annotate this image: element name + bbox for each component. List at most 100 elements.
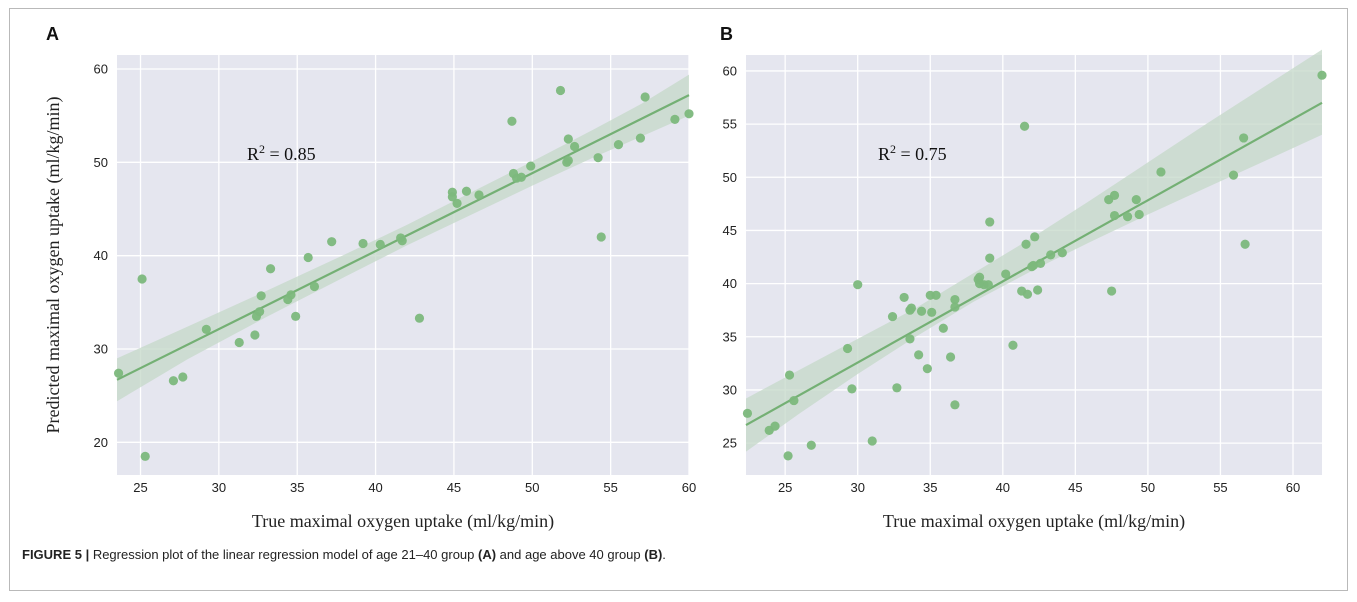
figure-caption-text-2: and age above 40 group <box>496 547 644 562</box>
data-point <box>597 232 606 241</box>
data-point <box>564 156 573 165</box>
data-point <box>1156 167 1165 176</box>
data-point <box>474 190 483 199</box>
y-tick-label: 55 <box>723 117 737 132</box>
x-tick-label: 60 <box>682 480 696 495</box>
data-point <box>257 291 266 300</box>
data-point <box>570 142 579 151</box>
y-tick-label: 40 <box>94 248 108 263</box>
data-point <box>1132 195 1141 204</box>
data-point <box>950 400 959 409</box>
data-point <box>789 396 798 405</box>
x-tick-label: 45 <box>1068 480 1082 495</box>
data-point <box>641 92 650 101</box>
data-point <box>358 239 367 248</box>
y-tick-label: 50 <box>723 170 737 185</box>
panel-a-r-squared-annotation: R2 = 0.85 <box>247 142 316 164</box>
data-point <box>1021 240 1030 249</box>
data-point <box>1317 71 1326 80</box>
data-point <box>169 376 178 385</box>
data-point <box>847 384 856 393</box>
data-point <box>1046 250 1055 259</box>
data-point <box>202 325 211 334</box>
y-tick-label: 60 <box>723 63 737 78</box>
x-tick-label: 25 <box>133 480 147 495</box>
data-point <box>1110 211 1119 220</box>
figure-caption-panel-a-ref: (A) <box>478 547 496 562</box>
figure-caption-text-1: Regression plot of the linear regression… <box>89 547 478 562</box>
data-point <box>853 280 862 289</box>
panel-a-plot-area <box>117 55 689 475</box>
y-tick-label: 30 <box>723 382 737 397</box>
data-point <box>1001 269 1010 278</box>
data-point <box>670 115 679 124</box>
figure-caption-panel-b-ref: (B) <box>644 547 662 562</box>
data-point <box>905 334 914 343</box>
panel-a-y-axis-title: Predicted maximal oxygen uptake (ml/kg/m… <box>43 97 64 434</box>
data-point <box>684 109 693 118</box>
data-point <box>1107 286 1116 295</box>
y-tick-label: 30 <box>94 342 108 357</box>
x-tick-label: 55 <box>603 480 617 495</box>
x-tick-label: 55 <box>1213 480 1227 495</box>
x-tick-label: 40 <box>368 480 382 495</box>
data-point <box>1023 290 1032 299</box>
y-tick-label: 45 <box>723 223 737 238</box>
x-tick-label: 50 <box>525 480 539 495</box>
data-point <box>310 282 319 291</box>
data-point <box>923 364 932 373</box>
data-point <box>141 452 150 461</box>
data-point <box>304 253 313 262</box>
y-tick-label: 35 <box>723 329 737 344</box>
panel-b-r-squared-annotation: R2 = 0.75 <box>878 142 947 164</box>
panel-b-y-tick-labels: 25 30 35 40 45 50 55 60 <box>723 63 737 450</box>
x-tick-label: 30 <box>850 480 864 495</box>
x-tick-label: 35 <box>290 480 304 495</box>
panel-b: B 25 30 35 40 45 50 55 60 2530354045505560 True… <box>720 24 1327 532</box>
data-point <box>178 372 187 381</box>
data-point <box>250 330 259 339</box>
data-point <box>770 421 779 430</box>
data-point <box>1033 285 1042 294</box>
data-point <box>1058 248 1067 257</box>
panel-b-x-axis-title: True maximal oxygen uptake (ml/kg/min) <box>883 511 1185 532</box>
data-point <box>286 290 295 299</box>
data-point <box>235 338 244 347</box>
data-point <box>462 187 471 196</box>
figure-caption: FIGURE 5 | Regression plot of the linear… <box>22 547 666 562</box>
panel-a-r2-suffix: = 0.85 <box>265 144 316 164</box>
y-tick-label: 25 <box>723 436 737 451</box>
data-point <box>743 409 752 418</box>
panel-b-r2-prefix: R <box>878 144 890 164</box>
data-point <box>564 134 573 143</box>
data-point <box>985 253 994 262</box>
data-point <box>526 161 535 170</box>
data-point <box>507 117 516 126</box>
data-point <box>255 307 264 316</box>
data-point <box>556 86 565 95</box>
panel-b-x-tick-labels: 25 30 35 40 45 50 55 60 <box>778 480 1300 495</box>
data-point <box>452 199 461 208</box>
data-point <box>985 217 994 226</box>
data-point <box>137 274 146 283</box>
data-point <box>1241 240 1250 249</box>
data-point <box>636 133 645 142</box>
data-point <box>266 264 275 273</box>
data-point <box>843 344 852 353</box>
data-point <box>1036 259 1045 268</box>
data-point <box>868 436 877 445</box>
x-tick-label: 60 <box>1286 480 1300 495</box>
data-point <box>1030 232 1039 241</box>
data-point <box>950 302 959 311</box>
figure-caption-label: FIGURE 5 | <box>22 547 89 562</box>
x-tick-label: 35 <box>923 480 937 495</box>
data-point <box>1020 122 1029 131</box>
data-point <box>291 312 300 321</box>
data-point <box>614 140 623 149</box>
panel-b-label: B <box>720 24 733 44</box>
panel-a-y-tick-labels: 20 30 40 50 60 <box>94 62 108 450</box>
data-point <box>1229 171 1238 180</box>
data-point <box>914 350 923 359</box>
data-point <box>785 370 794 379</box>
